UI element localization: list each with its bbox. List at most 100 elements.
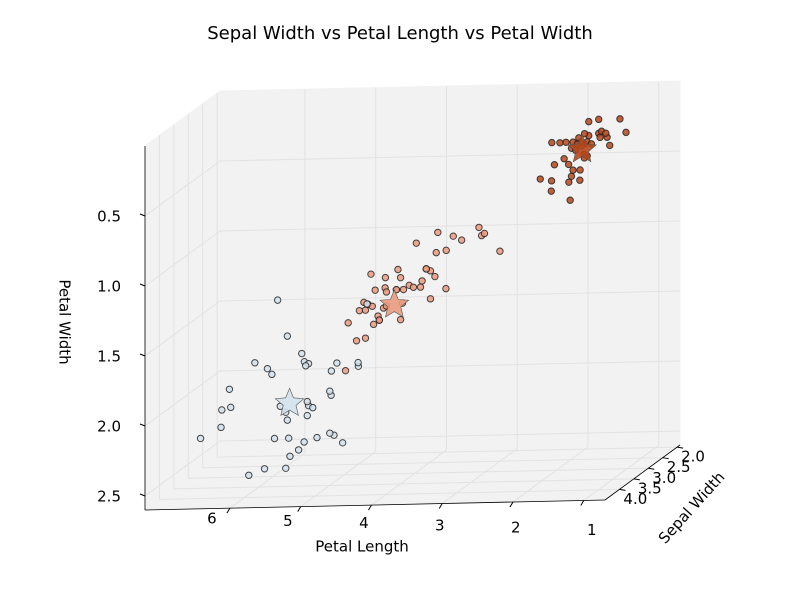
grid-line [583, 445, 660, 501]
data-point [565, 178, 573, 186]
panes [143, 80, 682, 511]
x-tick-label: 1 [587, 521, 597, 539]
data-point [580, 129, 589, 138]
data-point [217, 423, 225, 432]
data-point [341, 366, 350, 375]
data-point [284, 434, 293, 442]
data-point [260, 465, 269, 473]
data-point [283, 332, 292, 340]
data-point [622, 128, 630, 137]
data-point [338, 439, 347, 447]
tick-mark [139, 213, 146, 217]
tick-mark [619, 488, 626, 491]
data-point [457, 236, 466, 244]
tick-mark [139, 353, 146, 357]
y-axis-line [604, 444, 681, 501]
data-point [251, 359, 259, 367]
data-point [355, 306, 364, 315]
y-tick-label: 2.5 [667, 458, 691, 476]
tick-mark [662, 457, 669, 460]
data-point [431, 272, 439, 281]
data-point [442, 246, 450, 255]
grid-line [219, 220, 681, 232]
data-point [301, 362, 310, 370]
tick-mark [648, 467, 655, 470]
data-point [225, 385, 234, 393]
data-point [547, 177, 556, 185]
data-point [606, 141, 614, 150]
tick-mark [509, 501, 514, 508]
data-point [367, 270, 375, 278]
points [196, 115, 630, 479]
grid-line [144, 230, 221, 287]
data-point [298, 349, 306, 358]
data-point [300, 438, 308, 446]
grid-line [144, 370, 221, 427]
grid-line [173, 478, 634, 490]
data-point [602, 129, 610, 137]
grid-line [219, 360, 681, 372]
data-point [196, 434, 205, 443]
z-tick-label: 2.0 [97, 418, 121, 436]
x-tick-label: 5 [283, 512, 293, 530]
data-point [263, 364, 272, 373]
data-point [375, 316, 384, 324]
data-point [382, 288, 391, 296]
tick-mark [139, 283, 146, 287]
data-point [303, 397, 311, 406]
grid-line [219, 150, 681, 162]
data-point [294, 446, 303, 454]
data-point [475, 223, 483, 232]
data-point [369, 320, 378, 329]
data-point [361, 334, 370, 342]
data-point [227, 403, 235, 412]
data-point [576, 176, 584, 184]
y-tick-label: 4.0 [623, 490, 647, 508]
data-point [566, 196, 574, 204]
grid-line [219, 290, 681, 302]
grid-line [441, 448, 518, 504]
data-point [326, 387, 334, 395]
x-tick-label: 4 [359, 514, 369, 532]
data-point [416, 283, 425, 291]
grid-line [229, 452, 306, 509]
z-tick-label: 1.5 [97, 348, 121, 366]
z-axis-label: Petal Width [56, 279, 74, 364]
data-point [596, 133, 604, 142]
data-point [344, 319, 352, 327]
x-axis-line [144, 499, 606, 511]
data-point [268, 370, 276, 379]
tick-mark [633, 478, 640, 481]
data-point [409, 283, 418, 291]
data-point [354, 358, 362, 367]
tick-mark [677, 446, 684, 449]
grid-line [144, 440, 221, 497]
data-point [556, 139, 564, 147]
z-tick-label: 0.5 [97, 208, 121, 226]
data-point [434, 228, 442, 237]
data-point [282, 464, 290, 473]
data-point [273, 296, 282, 304]
grid-line [159, 488, 620, 500]
data-point [394, 265, 402, 274]
tick-mark [226, 507, 231, 514]
data-point [326, 429, 334, 437]
data-point [547, 187, 555, 195]
tick-mark [368, 504, 372, 511]
cluster-center [274, 387, 305, 417]
side-pane [144, 90, 221, 511]
tick-mark [580, 500, 585, 506]
y-tick-label: 3.0 [652, 469, 676, 487]
data-point [576, 166, 584, 174]
data-point [399, 285, 408, 294]
data-point [313, 433, 321, 442]
data-point [550, 161, 559, 169]
grid-line [219, 430, 681, 442]
data-point [371, 286, 379, 294]
chart-title: Sepal Width vs Petal Length vs Petal Wid… [207, 23, 593, 44]
data-point [396, 273, 405, 282]
data-point [309, 403, 317, 412]
x-axis-label: Petal Length [315, 538, 409, 556]
data-point [595, 115, 603, 124]
